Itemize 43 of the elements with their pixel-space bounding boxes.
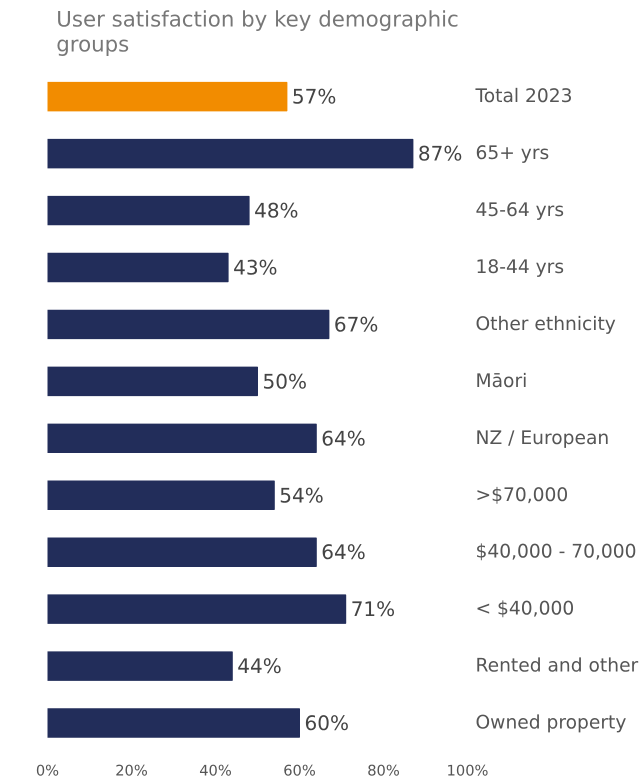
data-label: 60% xyxy=(304,711,349,736)
data-label: 57% xyxy=(292,84,336,109)
x-tick-label: 40% xyxy=(199,762,232,780)
bar xyxy=(48,594,346,624)
bar xyxy=(48,82,288,112)
bar xyxy=(48,138,414,168)
y-tick-label: Total 2023 xyxy=(474,86,572,108)
x-tick-label: 100% xyxy=(446,762,489,780)
y-tick-label: Owned property xyxy=(476,712,626,734)
y-tick-label: NZ / European xyxy=(476,428,610,449)
data-label: 67% xyxy=(334,312,378,336)
y-tick-label: 18-44 yrs xyxy=(476,256,564,278)
data-label: 64% xyxy=(321,426,366,450)
data-label: 50% xyxy=(262,369,307,394)
data-label: 54% xyxy=(279,483,324,508)
bar xyxy=(48,537,317,567)
bar xyxy=(48,424,317,454)
data-label: 48% xyxy=(254,198,299,223)
bar xyxy=(48,310,330,340)
bar xyxy=(48,651,233,681)
bar xyxy=(48,196,250,226)
y-tick-label: Other ethnicity xyxy=(476,314,616,335)
y-tick-label: Rented and other xyxy=(476,656,639,677)
x-tick-label: 60% xyxy=(283,762,316,780)
chart-title: User satisfaction by key demographic groups xyxy=(56,8,459,58)
bar xyxy=(48,252,229,282)
x-tick-label: 20% xyxy=(115,762,148,780)
y-tick-label: >$70,000 xyxy=(476,484,568,506)
y-tick-label: Māori xyxy=(476,370,528,392)
y-tick-label: < $40,000 xyxy=(476,598,574,620)
x-tick-label: 80% xyxy=(367,762,400,780)
y-tick-label: 65+ yrs xyxy=(476,143,550,164)
data-label: 44% xyxy=(237,654,282,678)
y-tick-label: 45-64 yrs xyxy=(476,200,564,222)
data-label: 71% xyxy=(350,597,396,622)
bar xyxy=(48,366,258,396)
data-label: 64% xyxy=(321,540,366,564)
bar xyxy=(48,480,275,510)
data-label: 43% xyxy=(233,255,278,280)
y-tick-label: $40,000 - 70,000 xyxy=(476,542,637,563)
bar xyxy=(48,708,300,738)
data-label: 87% xyxy=(418,142,462,166)
x-tick-label: 0% xyxy=(36,762,60,780)
